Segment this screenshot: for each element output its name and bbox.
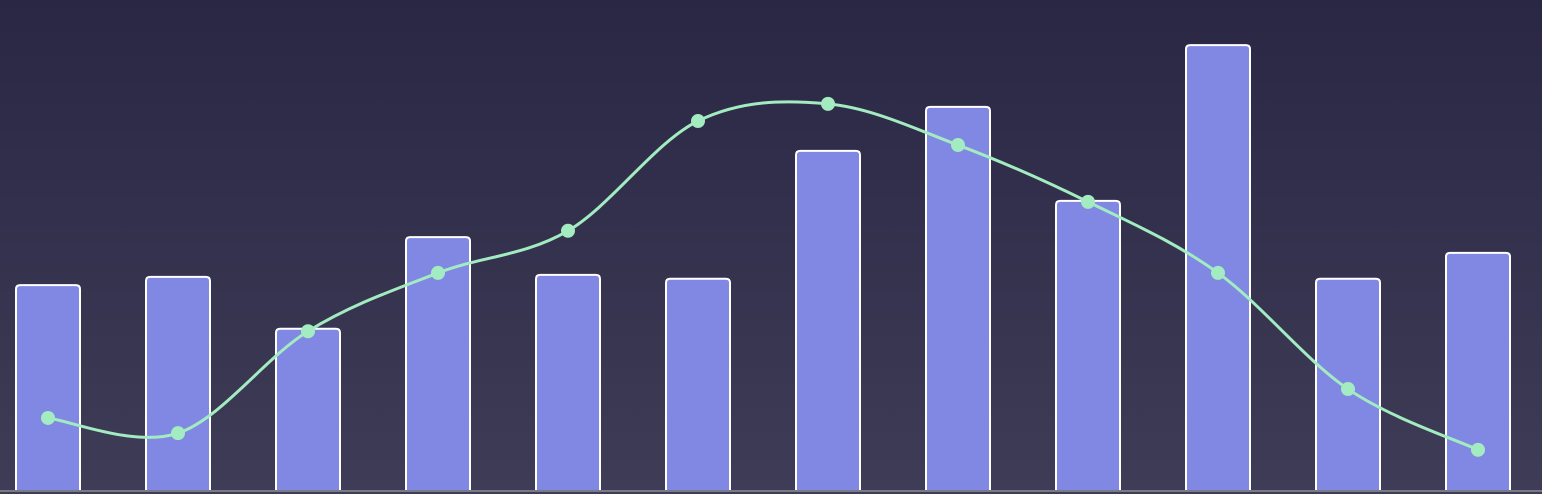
line-point [951, 138, 965, 153]
line-point [171, 426, 185, 441]
line-point [1341, 382, 1355, 397]
line-point [1471, 442, 1485, 457]
line-point [1081, 194, 1095, 209]
bar [795, 149, 861, 490]
bar-group [15, 44, 1511, 490]
line-point [431, 265, 445, 280]
bar [145, 275, 211, 490]
bar [1445, 251, 1511, 490]
bar [275, 327, 341, 490]
line-point [561, 223, 575, 238]
line-group [41, 96, 1485, 457]
line-point [821, 96, 835, 111]
bar [405, 236, 471, 490]
line [47, 100, 1479, 452]
line-point [691, 114, 705, 129]
bar [665, 277, 731, 490]
bar [925, 105, 991, 490]
bar [15, 284, 81, 490]
bar [535, 273, 601, 490]
line-point [301, 324, 315, 339]
line-point [41, 410, 55, 425]
bar [1055, 199, 1121, 490]
line-point [1211, 265, 1225, 280]
